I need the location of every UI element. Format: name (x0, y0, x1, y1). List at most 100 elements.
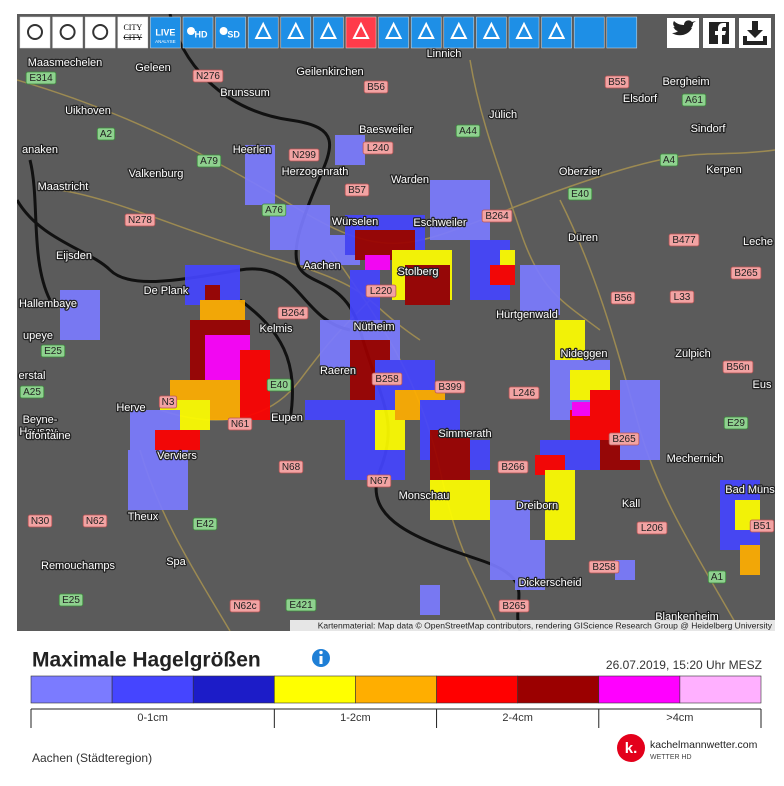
road-shield (669, 290, 695, 304)
place-label: Baesweiler (359, 124, 413, 136)
place-label: Düren (568, 232, 598, 244)
road-label: N61 (231, 419, 250, 430)
place-label: Bergheim (662, 76, 709, 88)
toolbar-button[interactable] (19, 16, 51, 49)
place-label: upeye (23, 330, 53, 342)
hail-cell (515, 540, 545, 590)
toolbar-button[interactable] (52, 16, 83, 49)
place-label: Mechernich (667, 453, 724, 465)
road-label: N30 (31, 516, 50, 527)
toolbar-button[interactable] (378, 16, 409, 49)
place-label: Simmerath (438, 428, 491, 440)
place-label: Dreiborn (516, 500, 558, 512)
toolbar-button[interactable] (476, 16, 507, 49)
road-label: N278 (128, 215, 152, 226)
hail-cell (205, 285, 220, 300)
place-label: Kerpen (706, 164, 741, 176)
button-label: HD (195, 29, 208, 39)
road-shield (58, 593, 84, 607)
place-label: Eus (753, 379, 772, 391)
button-icon (417, 21, 435, 39)
place-label: Hallembaye (19, 298, 77, 310)
button-icon (319, 21, 338, 39)
button-icon (450, 21, 468, 39)
road-label: B51 (753, 521, 771, 532)
road-label: N3 (162, 397, 175, 408)
road-shield (288, 148, 320, 162)
button-icon (187, 27, 195, 35)
toolbar-button[interactable] (117, 16, 149, 49)
brand-logo[interactable] (617, 734, 645, 762)
road-shield (434, 380, 466, 394)
place-label: Aachen (303, 260, 340, 272)
road-shield (96, 127, 116, 141)
toolbar-button[interactable] (150, 16, 181, 49)
brand-sub: WETTER HD (650, 754, 692, 761)
place-label: Geleen (135, 62, 170, 74)
hail-cell (740, 545, 760, 575)
toolbar-button[interactable] (247, 16, 279, 49)
place-label: Raeren (320, 365, 356, 377)
legend-swatch (517, 675, 600, 704)
place-label: Eupen (271, 412, 303, 424)
hail-cell (430, 480, 490, 520)
toolbar-button[interactable] (443, 16, 475, 49)
place-label: Würselen (332, 216, 378, 228)
road-label: B57 (348, 185, 366, 196)
hail-cell (555, 320, 585, 360)
hail-cell (240, 350, 270, 420)
road-label: B56n (726, 362, 749, 373)
road-shield (261, 203, 287, 217)
place-label: Heerlen (233, 144, 272, 156)
road-label: B55 (608, 77, 626, 88)
road-label: E25 (44, 346, 62, 357)
legend-range-label: 0-1cm (137, 712, 168, 724)
road-shield (730, 266, 762, 280)
place-label: Spa (166, 556, 186, 568)
button-icon (352, 21, 370, 39)
road-shield (604, 75, 630, 89)
button-icon (547, 21, 566, 39)
toolbar-button[interactable] (313, 16, 344, 49)
road-shield (455, 124, 481, 138)
toolbar-button[interactable] (573, 16, 605, 49)
map[interactable]: Maasmechelen Geleen Brunssum Geilenkirchen L… (17, 14, 775, 631)
toolbar-button[interactable] (84, 16, 116, 49)
road-shield (681, 93, 707, 107)
toolbar-button[interactable] (508, 16, 540, 49)
hail-cell (572, 402, 590, 416)
place-label: Remouchamps (41, 560, 115, 572)
road-label: A4 (663, 155, 676, 166)
road-shield (365, 284, 397, 298)
button-icon (515, 21, 533, 39)
place-label: Herzogenrath (282, 166, 349, 178)
toolbar-button[interactable] (280, 16, 312, 49)
download-icon (743, 21, 767, 45)
road-shield (481, 209, 513, 223)
brand-name: kachelmannwetter.com (650, 739, 758, 751)
road-shield (266, 378, 292, 392)
place-label: Uikhoven (65, 105, 111, 117)
button-icon (482, 21, 501, 39)
toolbar-button[interactable] (345, 16, 377, 49)
map-labels: Maasmechelen Geleen Brunssum Geilenkirchen L… (17, 47, 775, 625)
legend-title: Maximale Hagelgrößen (32, 649, 261, 672)
road-shield (610, 291, 636, 305)
toolbar-button[interactable] (541, 16, 572, 49)
hail-cell (500, 250, 515, 265)
hail-cell (155, 430, 200, 450)
legend-swatch (30, 675, 113, 704)
place-label: Herve (116, 402, 145, 414)
road-label: B265 (734, 268, 758, 279)
button-icon (27, 24, 43, 40)
road-label: B399 (438, 382, 462, 393)
road-shield (659, 153, 679, 167)
toolbar-button[interactable] (606, 16, 638, 49)
legend-swatch (111, 675, 194, 704)
toolbar-button[interactable] (410, 16, 442, 49)
road-label: B56 (367, 82, 385, 93)
road-shield (124, 213, 156, 227)
